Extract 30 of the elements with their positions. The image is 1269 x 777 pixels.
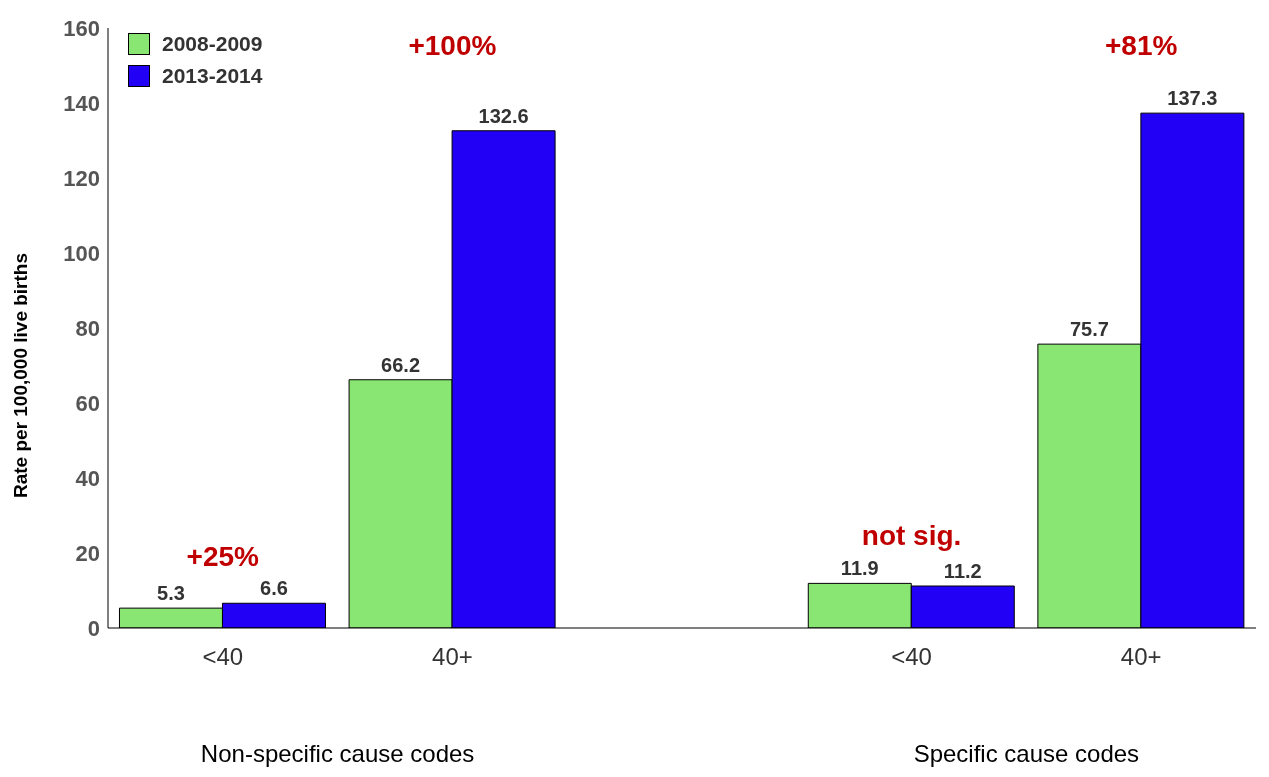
- data-label: 132.6: [478, 104, 529, 127]
- x-tick-label: 40+: [1120, 643, 1162, 671]
- legend-label: 2013-2014: [161, 63, 263, 89]
- data-label: 11.9: [840, 557, 879, 580]
- annotation: not sig.: [860, 519, 963, 552]
- y-tick-label: 100: [63, 240, 100, 266]
- y-axis-title: Rate per 100,000 live births: [9, 252, 31, 498]
- annotation: +25%: [185, 541, 260, 574]
- data-label: 6.6: [260, 577, 288, 600]
- text: Specific cause codes: [912, 740, 1141, 768]
- y-tick-label: 160: [63, 15, 100, 41]
- text: Non-specific cause codes: [199, 740, 476, 768]
- annotation: +100%: [407, 30, 498, 62]
- y-tick-label: 20: [75, 540, 100, 566]
- y-tick-label: 60: [75, 390, 100, 416]
- y-tick-label: 40: [75, 465, 100, 491]
- x-tick-label: 40+: [432, 643, 473, 671]
- data-label: 75.7: [1069, 318, 1109, 341]
- data-label: 137.3: [1167, 87, 1218, 110]
- y-tick-label: 0: [87, 615, 100, 641]
- y-tick-label: 80: [75, 315, 100, 341]
- data-label: 5.3: [157, 582, 185, 605]
- legend-label: 2008-2009: [161, 31, 263, 57]
- x-tick-label: <40: [202, 643, 244, 671]
- y-tick-label: 120: [63, 165, 100, 191]
- x-tick-label: <40: [891, 643, 932, 671]
- data-label: 66.2: [381, 353, 421, 376]
- annotation: +81%: [1104, 30, 1179, 62]
- y-tick-label: 140: [63, 90, 100, 116]
- data-label: 11.2: [943, 560, 982, 582]
